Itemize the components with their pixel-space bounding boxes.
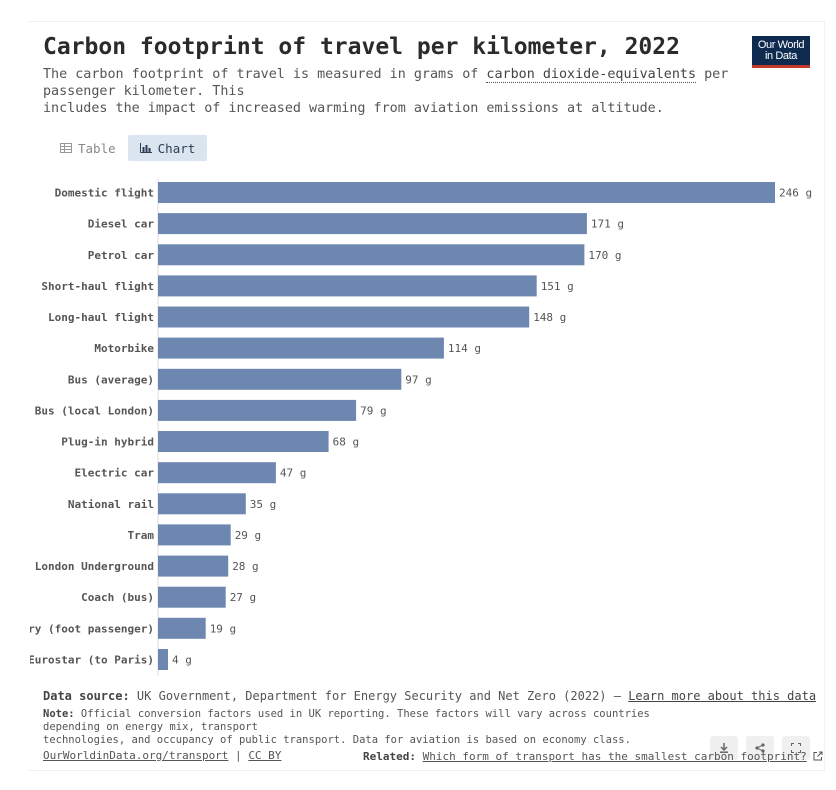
chart-frame	[29, 21, 825, 771]
expand-button[interactable]	[782, 736, 810, 760]
subtitle-text-1: The carbon footprint of travel is measur…	[43, 67, 487, 82]
tab-chart-label: Chart	[157, 140, 196, 156]
tab-table[interactable]: Table	[48, 135, 128, 161]
note-text-1: Official conversion factors used in UK r…	[43, 708, 650, 733]
subtitle-text-2: per passenger kilometer. This	[43, 67, 729, 99]
share-icon	[755, 743, 765, 753]
source-text: UK Government, Department for Energy Sec…	[129, 689, 629, 703]
logo-line-2: in Data	[764, 50, 798, 62]
related-article: Related: Which form of transport has the…	[363, 750, 823, 763]
logo-line-1: Our World	[757, 39, 805, 51]
download-button[interactable]	[710, 736, 738, 760]
tab-table-label: Table	[78, 140, 116, 156]
note-text-2: technologies, and occupancy of public tr…	[43, 734, 631, 746]
external-link-icon	[813, 751, 823, 761]
chart-title: Carbon footprint of travel per kilometer…	[43, 34, 680, 60]
table-icon	[60, 143, 72, 153]
data-source: Data source: UK Government, Department f…	[43, 689, 816, 703]
footer-separator: |	[228, 749, 249, 762]
subtitle-definition-link[interactable]: carbon dioxide-equivalents	[486, 67, 697, 83]
expand-icon	[791, 743, 801, 753]
source-label: Data source:	[43, 689, 130, 703]
chart-subtitle: The carbon footprint of travel is measur…	[43, 66, 743, 117]
footer-links: OurWorldinData.org/transport | CC BY	[43, 749, 281, 762]
learn-more-link[interactable]: Learn more about this data	[628, 689, 817, 703]
bar-chart-icon	[139, 143, 152, 153]
note-label: Note:	[43, 708, 75, 720]
related-label: Related:	[363, 750, 416, 763]
chart-note: Note: Official conversion factors used i…	[43, 708, 683, 747]
download-icon	[720, 743, 728, 753]
site-link[interactable]: OurWorldinData.org/transport	[43, 749, 229, 762]
owid-logo[interactable]: Our World in Data	[752, 36, 810, 68]
license-link[interactable]: CC BY	[248, 749, 282, 762]
view-tabs: Table Chart	[48, 135, 208, 161]
related-link[interactable]: Which form of transport has the smallest…	[422, 750, 807, 763]
subtitle-text-3: includes the impact of increased warming…	[43, 101, 664, 116]
share-button[interactable]	[746, 736, 774, 760]
tab-chart[interactable]: Chart	[127, 135, 208, 161]
